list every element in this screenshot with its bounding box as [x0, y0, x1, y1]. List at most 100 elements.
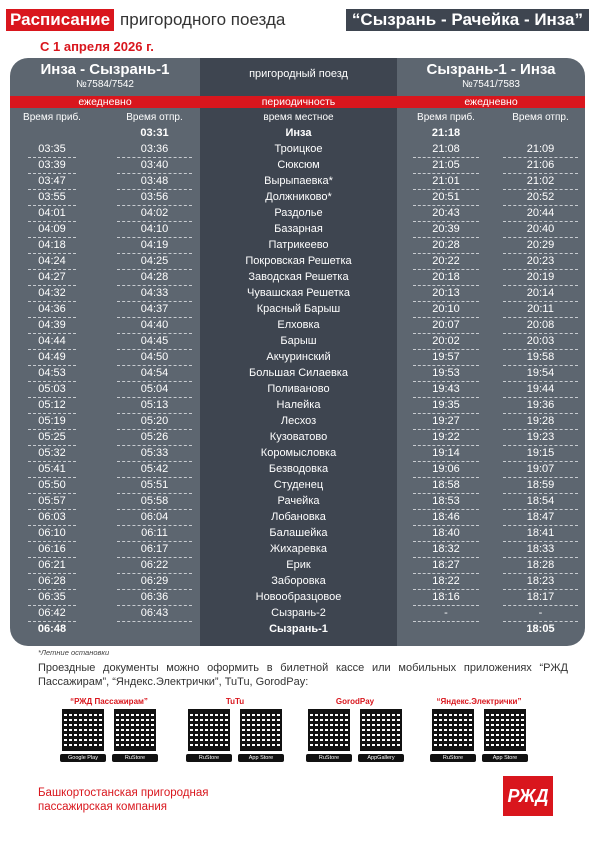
- departure-left: 06:17: [117, 542, 192, 558]
- qr-code[interactable]: [114, 709, 156, 751]
- table-row: 06:21 06:22 Ерик 18:27 18:28: [10, 558, 585, 574]
- right-train-number: №7541/7583: [462, 79, 520, 90]
- station-name: Рачейка: [277, 495, 320, 507]
- store-badge[interactable]: RuStore: [186, 754, 232, 762]
- table-row: 06:48 Сызрань-1 18:05: [10, 622, 585, 638]
- station-name: Вырыпаевка*: [264, 175, 333, 187]
- arrival-left: 04:32: [28, 286, 76, 302]
- qr-code[interactable]: [188, 709, 230, 751]
- departure-left: 04:37: [117, 302, 192, 318]
- app-name: TuTu: [225, 697, 245, 706]
- departure-right: 20:44: [503, 206, 578, 222]
- table-row: 03:55 03:56 Должниково* 20:51 20:52: [10, 190, 585, 206]
- store-badge[interactable]: AppGallery: [358, 754, 404, 762]
- table-row: 03:47 03:48 Вырыпаевка* 21:01 21:02: [10, 174, 585, 190]
- arrival-left: 04:27: [28, 270, 76, 286]
- departure-left: 04:02: [117, 206, 192, 222]
- departure-right: 21:06: [503, 158, 578, 174]
- arrival-right: 18:53: [413, 494, 479, 510]
- app-block: TuTu RuStore App Store: [186, 697, 284, 762]
- table-row: 05:12 05:13 Налейка 19:35 19:36: [10, 398, 585, 414]
- arrival-right: 20:51: [413, 190, 479, 206]
- departure-right: 21:02: [503, 174, 578, 190]
- arrival-right: 21:08: [413, 142, 479, 158]
- table-row: 04:27 04:28 Заводская Решетка 20:18 20:19: [10, 270, 585, 286]
- departure-left: 06:22: [117, 558, 192, 574]
- departure-left: 04:28: [117, 270, 192, 286]
- table-row: 04:36 04:37 Красный Барыш 20:10 20:11: [10, 302, 585, 318]
- departure-right: 18:28: [503, 558, 578, 574]
- departure-right: 18:59: [503, 478, 578, 494]
- arrival-left: 04:18: [28, 238, 76, 254]
- departure-left: 06:36: [117, 590, 192, 606]
- station-name: Поливаново: [267, 383, 330, 395]
- station-name: Барыш: [280, 335, 317, 347]
- store-badge[interactable]: RuStore: [306, 754, 352, 762]
- arrival-right: 19:43: [413, 382, 479, 398]
- right-periodicity: ежедневно: [464, 96, 518, 108]
- app-block: GorodPay RuStore AppGallery: [306, 697, 404, 762]
- station-name: Сюксюм: [277, 159, 320, 171]
- arrival-right: 20:10: [413, 302, 479, 318]
- arrival-right: 19:22: [413, 430, 479, 446]
- departure-left: 05:51: [117, 478, 192, 494]
- station-name: Лесхоз: [280, 415, 317, 427]
- qr-code[interactable]: [484, 709, 526, 751]
- departure-left: 03:48: [117, 174, 192, 190]
- arrival-left: 06:28: [28, 574, 76, 590]
- station-name: Заборовка: [271, 575, 326, 587]
- departure-right: 18:41: [503, 526, 578, 542]
- departure-right: 20:08: [503, 318, 578, 334]
- effective-date: С 1 апреля 2026 г.: [40, 39, 154, 54]
- departure-left: 05:13: [117, 398, 192, 414]
- arrival-right: 20:43: [413, 206, 479, 222]
- col-arrival-left: Время приб.: [23, 112, 81, 123]
- departure-right: 20:14: [503, 286, 578, 302]
- departure-left: 06:11: [117, 526, 192, 542]
- qr-code[interactable]: [240, 709, 282, 751]
- arrival-right: 20:28: [413, 238, 479, 254]
- table-rows: 03:31 Инза 21:18 03:35 03:36 Троицкое 21:08 21:…: [10, 126, 585, 638]
- store-badge[interactable]: RuStore: [112, 754, 158, 762]
- arrival-right: 20:22: [413, 254, 479, 270]
- arrival-right: 18:40: [413, 526, 479, 542]
- arrival-right: 20:13: [413, 286, 479, 302]
- arrival-left: 04:44: [28, 334, 76, 350]
- qr-code[interactable]: [308, 709, 350, 751]
- departure-right: 19:15: [503, 446, 578, 462]
- departure-left: 06:43: [117, 606, 192, 622]
- store-badge[interactable]: App Store: [482, 754, 528, 762]
- col-departure-right: Время отпр.: [512, 112, 569, 123]
- table-row: 06:10 06:11 Балашейка 18:40 18:41: [10, 526, 585, 542]
- departure-right: 19:54: [503, 366, 578, 382]
- store-badge[interactable]: RuStore: [430, 754, 476, 762]
- station-name: Покровская Решетка: [245, 255, 352, 267]
- station-name: Сызрань-2: [271, 607, 326, 619]
- table-row: 04:01 04:02 Раздолье 20:43 20:44: [10, 206, 585, 222]
- departure-left: 05:04: [117, 382, 192, 398]
- left-train-number: №7584/7542: [76, 79, 134, 90]
- departure-left: 06:29: [117, 574, 192, 590]
- table-row: 04:44 04:45 Барыш 20:02 20:03: [10, 334, 585, 350]
- departure-left: 05:42: [117, 462, 192, 478]
- departure-right: 19:28: [503, 414, 578, 430]
- table-row: 04:39 04:40 Елховка 20:07 20:08: [10, 318, 585, 334]
- arrival-right: 18:22: [413, 574, 479, 590]
- table-row: 05:03 05:04 Поливаново 19:43 19:44: [10, 382, 585, 398]
- qr-code[interactable]: [360, 709, 402, 751]
- qr-code[interactable]: [432, 709, 474, 751]
- departure-right: 18:05: [526, 623, 555, 635]
- departure-right: 20:19: [503, 270, 578, 286]
- table-row: 05:25 05:26 Кузоватово 19:22 19:23: [10, 430, 585, 446]
- arrival-left: 05:50: [28, 478, 76, 494]
- arrival-right: 20:07: [413, 318, 479, 334]
- station-name: Троицкое: [274, 143, 323, 155]
- arrival-left: 05:41: [28, 462, 76, 478]
- arrival-left: 04:24: [28, 254, 76, 270]
- store-badge[interactable]: Google Play: [60, 754, 106, 762]
- qr-code[interactable]: [62, 709, 104, 751]
- arrival-right: -: [413, 606, 479, 622]
- right-route: Сызрань-1 - Инза: [426, 61, 556, 78]
- store-badge[interactable]: App Store: [238, 754, 284, 762]
- table-row: 06:42 06:43 Сызрань-2 - -: [10, 606, 585, 622]
